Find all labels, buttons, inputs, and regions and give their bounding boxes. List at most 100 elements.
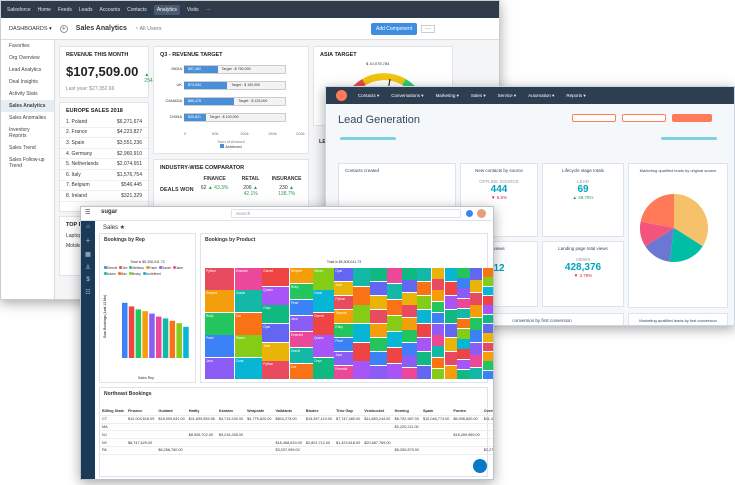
nav-item[interactable]: Marketing ▾ bbox=[435, 92, 459, 98]
column-header[interactable]: Vembucket bbox=[362, 408, 393, 416]
table-row: 8. Ireland $321,329 bbox=[60, 191, 148, 202]
hubspot-logo-icon[interactable] bbox=[336, 90, 347, 101]
users-filter[interactable]: ◔ All Users bbox=[134, 25, 162, 32]
table-cell bbox=[245, 430, 274, 440]
more-button[interactable]: ··· bbox=[421, 25, 435, 33]
filter-button[interactable] bbox=[572, 114, 616, 122]
sidebar-item[interactable]: Inventory Reports bbox=[9, 127, 30, 139]
sidebar-item[interactable]: Org Overview bbox=[9, 55, 40, 61]
panel-title: Bookings by Rep bbox=[104, 237, 145, 243]
nav-item[interactable]: Feeds bbox=[57, 6, 72, 13]
treemap-tile: Garnet bbox=[262, 268, 290, 287]
column-header[interactable]: Biodex bbox=[303, 408, 334, 416]
notification-icon[interactable] bbox=[466, 210, 473, 217]
industry-column: INSURANCE 230 ▲ 138.7% bbox=[272, 176, 302, 197]
column-header[interactable]: Hattly bbox=[186, 408, 217, 416]
column-header[interactable]: Wrapsafe bbox=[245, 408, 274, 416]
sidebar-item[interactable]: Sales Trend bbox=[9, 145, 36, 151]
nav-item[interactable]: Salesforce bbox=[7, 6, 31, 13]
column-header[interactable]: Overfold bbox=[481, 408, 493, 416]
treemap-tile bbox=[444, 268, 457, 282]
sidebar-item[interactable]: Activity Stats bbox=[9, 91, 38, 97]
sidebar-item[interactable]: Sales Analytics bbox=[1, 100, 54, 112]
add-icon[interactable]: ＋ bbox=[84, 239, 91, 245]
dashboard-icon[interactable]: ▦ bbox=[85, 252, 91, 258]
treemap-tile bbox=[402, 355, 417, 367]
nav-item[interactable]: Contacts bbox=[127, 6, 147, 13]
table-cell bbox=[125, 423, 157, 432]
help-button[interactable] bbox=[473, 459, 487, 473]
legend-label: Max bbox=[120, 272, 127, 276]
table-cell bbox=[156, 438, 187, 447]
nav-item[interactable]: Home bbox=[37, 6, 51, 13]
treemap-tile bbox=[353, 342, 370, 361]
legend-item: Undefined bbox=[142, 272, 161, 276]
column-header[interactable]: Pontes bbox=[451, 408, 482, 416]
nav-item[interactable]: Automation ▾ bbox=[528, 92, 555, 98]
tile-label: Raven bbox=[314, 269, 324, 273]
nav-more[interactable]: ··· bbox=[205, 6, 211, 13]
reports-icon[interactable]: ☷ bbox=[85, 290, 91, 296]
table-cell bbox=[186, 423, 217, 432]
treemap-tile bbox=[482, 277, 493, 287]
pie-chart bbox=[640, 194, 708, 262]
bar bbox=[176, 323, 182, 358]
nav-item[interactable]: Reports ▾ bbox=[566, 92, 586, 98]
primary-action-button[interactable] bbox=[672, 114, 712, 122]
sugar-logo[interactable]: sugar bbox=[101, 209, 118, 215]
column-header[interactable]: Kantam bbox=[216, 408, 246, 416]
list-item: Mobile Ph bbox=[66, 243, 89, 249]
treemap-tile bbox=[457, 278, 470, 288]
tile-label: Oracle bbox=[290, 349, 301, 353]
column-header[interactable]: Triro Gap bbox=[333, 408, 363, 416]
treemap-tile: Emerald bbox=[289, 332, 313, 348]
treemap-tile bbox=[444, 366, 457, 380]
nav-item[interactable]: Leads bbox=[78, 6, 93, 13]
nav-item[interactable]: Sales ▾ bbox=[470, 92, 486, 98]
sidebar-item[interactable]: Deal Insights bbox=[9, 79, 38, 85]
column-header[interactable]: Validants bbox=[273, 408, 304, 416]
nav-item[interactable]: Service ▾ bbox=[497, 92, 517, 98]
nav-item[interactable]: Conversations ▾ bbox=[391, 92, 424, 98]
nav-item[interactable]: Accounts bbox=[99, 6, 121, 13]
treemap-tile bbox=[482, 342, 493, 352]
nav-item[interactable]: Visits bbox=[186, 6, 199, 13]
tile-label: Pearl bbox=[206, 336, 214, 341]
nav-item[interactable]: Contacts ▾ bbox=[358, 92, 380, 98]
home-icon[interactable]: ⌂ bbox=[86, 224, 90, 230]
column-header[interactable]: Homing bbox=[392, 408, 421, 416]
table-row: 2. France $4,223,827 bbox=[60, 128, 148, 139]
sidebar-item[interactable]: Sales Follow-up Trend bbox=[9, 157, 45, 169]
filter-button[interactable] bbox=[622, 114, 666, 122]
sugar-sidebar: ⌂ ＋ ▦ ♙ $ ☷ bbox=[81, 221, 95, 479]
avatar[interactable] bbox=[477, 209, 486, 218]
column-header[interactable]: Guidant bbox=[156, 408, 187, 416]
table-cell bbox=[156, 430, 187, 440]
column-header[interactable]: Spain bbox=[420, 408, 452, 416]
treemap-tile: Python bbox=[334, 296, 353, 310]
add-component-button[interactable]: Add Component bbox=[371, 23, 418, 35]
opportunities-icon[interactable]: $ bbox=[86, 277, 90, 283]
search-input[interactable]: Search bbox=[231, 209, 461, 218]
treemap-tile bbox=[431, 290, 445, 301]
revenue-card: REVENUE THIS MONTH $107,509.00 ▲ 254.0% … bbox=[59, 46, 161, 98]
sidebar-item[interactable]: Favorites bbox=[9, 43, 30, 49]
card-delta: ▼ 6.6% bbox=[491, 195, 507, 200]
treemap-tile bbox=[402, 305, 417, 318]
tile-label: Python bbox=[206, 269, 216, 273]
treemap-tile bbox=[417, 282, 432, 296]
target-label: Target : $ 100,000 bbox=[231, 83, 261, 87]
column-header[interactable]: Billing State bbox=[100, 408, 126, 416]
dashboards-dropdown[interactable]: DASHBOARDS ▾ bbox=[9, 25, 52, 32]
tile-label: Python bbox=[335, 297, 346, 301]
menu-icon[interactable]: ☰ bbox=[85, 210, 91, 216]
nav-item-active[interactable]: Analytics bbox=[153, 4, 180, 15]
sidebar-item[interactable]: Lead Analytics bbox=[9, 67, 42, 73]
column-header[interactable]: Finance bbox=[125, 408, 157, 416]
add-icon[interactable]: + bbox=[59, 24, 68, 33]
achieved-bar bbox=[184, 82, 228, 89]
accounts-icon[interactable]: ♙ bbox=[85, 265, 91, 271]
treemap-tile: Java bbox=[289, 316, 313, 332]
treemap-tile bbox=[431, 279, 445, 290]
sidebar-item[interactable]: Sales Anomalies bbox=[9, 115, 46, 121]
